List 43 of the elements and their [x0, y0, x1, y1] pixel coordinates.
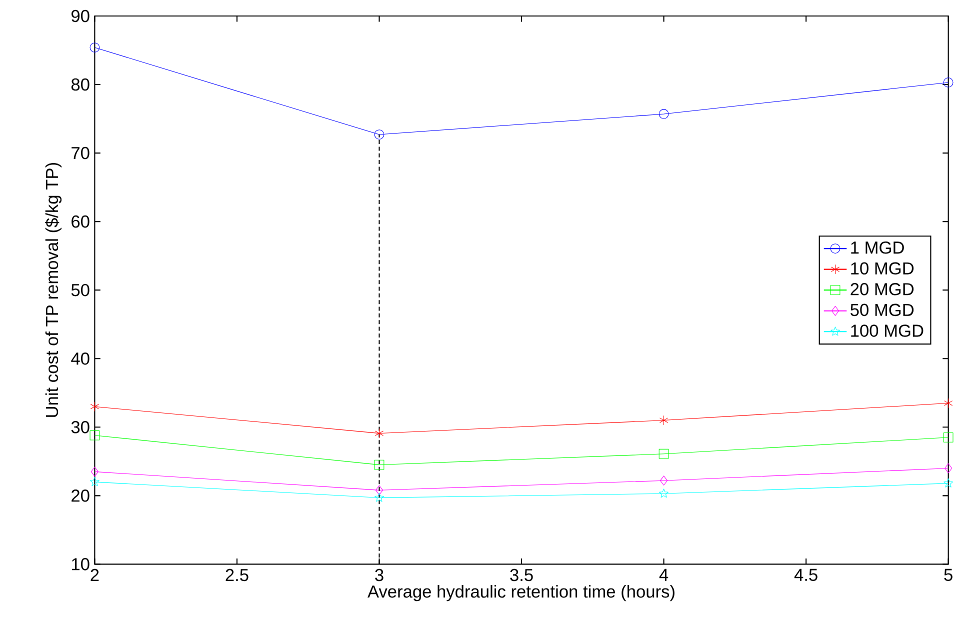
point	[944, 398, 953, 408]
point	[658, 448, 669, 459]
y-tick-label: 50	[71, 284, 90, 296]
point	[90, 402, 100, 412]
x-tick-label: 4	[659, 568, 668, 581]
y-tick-label: 40	[71, 352, 90, 365]
point	[90, 42, 100, 52]
x-tick-label: 3.5	[510, 568, 533, 582]
point	[90, 476, 100, 486]
y-axis-title: Unit cost of TP removal ($/kg TP)	[45, 162, 62, 417]
y-tick-label: 60	[72, 215, 90, 228]
x-tick-label: 2.5	[226, 568, 248, 582]
point	[374, 428, 384, 438]
point	[90, 466, 98, 477]
point	[943, 432, 954, 442]
x-tick-label: 3	[375, 568, 384, 582]
x-tick-label: 2	[90, 568, 99, 581]
x-tick-label: 5	[944, 568, 952, 581]
point	[660, 476, 668, 486]
point	[659, 488, 668, 498]
point	[659, 415, 668, 426]
point	[374, 492, 384, 502]
point	[944, 463, 952, 474]
point	[944, 478, 954, 488]
legend-label: 50 MGD	[850, 304, 914, 316]
x-axis-title: Average hydraulic retention time (hours)	[368, 584, 674, 602]
point	[943, 77, 954, 88]
point	[90, 430, 100, 440]
point	[658, 108, 669, 119]
y-tick-label: 90	[72, 10, 90, 22]
point	[375, 485, 384, 496]
legend-label: 10 MGD	[851, 262, 914, 274]
point	[374, 460, 384, 470]
y-tick-label: 10	[72, 558, 90, 570]
y-tick-label: 30	[71, 420, 90, 434]
point	[374, 130, 384, 140]
y-tick-label: 80	[71, 78, 90, 91]
y-tick-label: 20	[72, 489, 90, 502]
x-tick-label: 4.5	[794, 568, 818, 581]
y-tick-label: 70	[72, 146, 90, 160]
legend-label: 20 MGD	[850, 282, 914, 296]
legend-label: 100 MGD	[851, 324, 924, 337]
legend-label: 1 MGD	[851, 241, 904, 254]
